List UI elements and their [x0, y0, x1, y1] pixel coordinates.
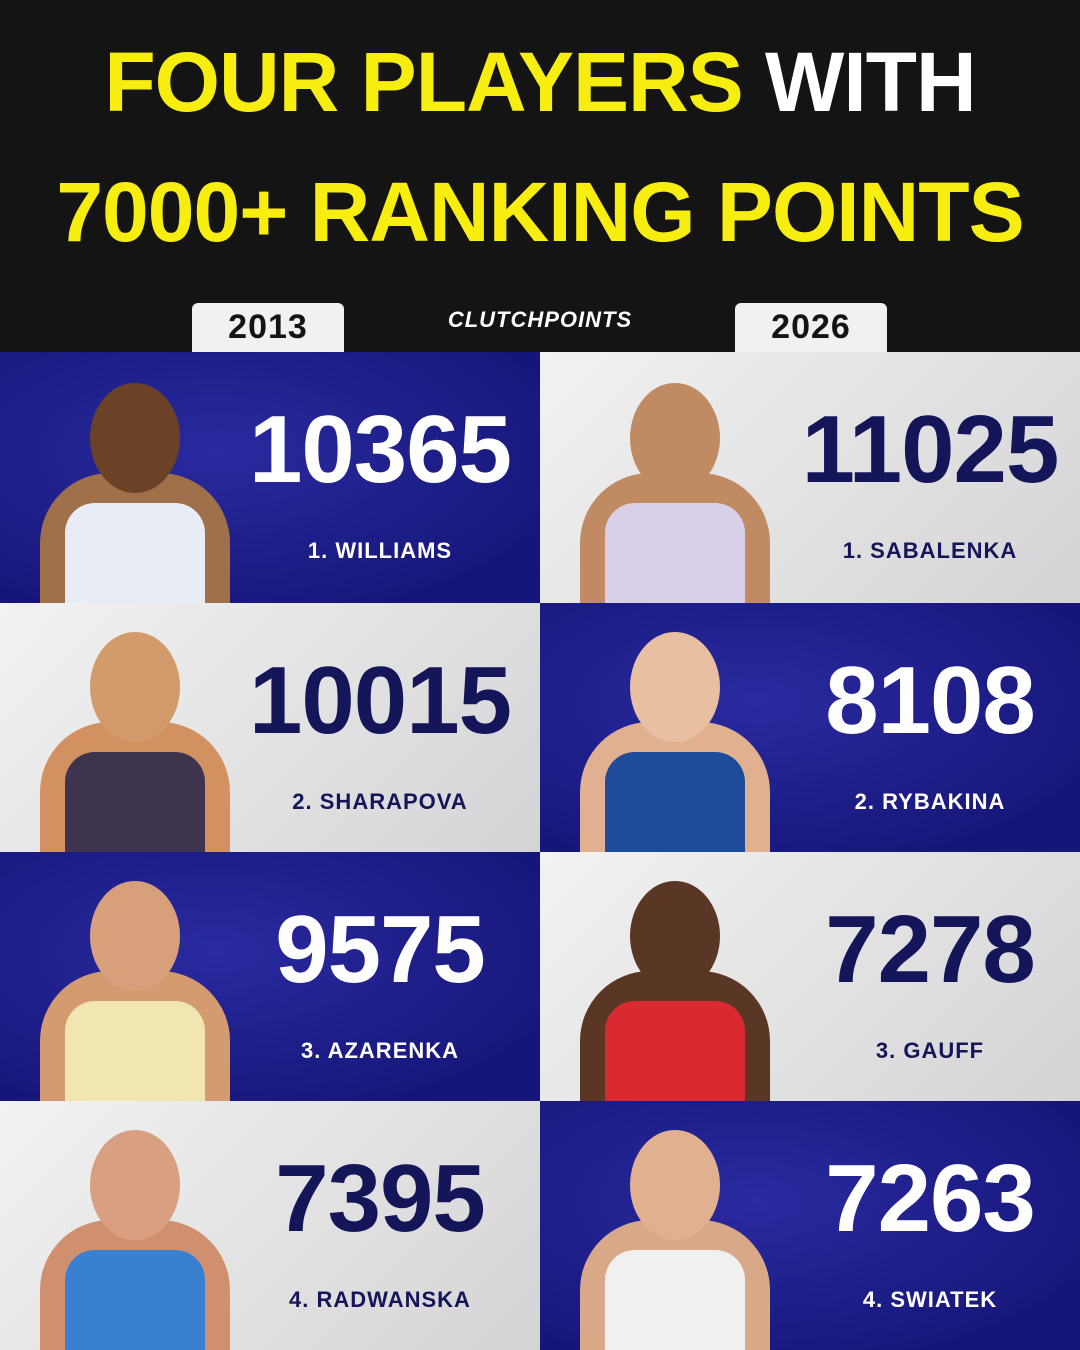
player-card: 7395 4. RADWANSKA [0, 1101, 540, 1350]
title-line-2: 7000+ RANKING POINTS [56, 165, 1024, 259]
points: 7263 [825, 1145, 1036, 1252]
player-name: 1. WILLIAMS [307, 538, 453, 563]
title-yellow: FOUR PLAYERS [104, 35, 743, 129]
player-photo [30, 861, 240, 1101]
player-card: 8108 2. RYBAKINA [540, 603, 1080, 852]
player-photo [30, 1110, 240, 1350]
player-photo [570, 861, 780, 1101]
title-line-1: FOUR PLAYERS WITH [20, 40, 1060, 124]
player-card: 9575 3. AZARENKA [0, 852, 540, 1101]
player-name: 2. RYBAKINA [854, 789, 1006, 814]
player-name: 4. RADWANSKA [289, 1287, 471, 1312]
player-name: 1. SABALENKA [842, 538, 1018, 563]
player-card: 11025 1. SABALENKA [540, 352, 1080, 603]
points: 10365 [249, 396, 512, 503]
year-tab-left: 2013 [192, 303, 344, 352]
player-name: 2. SHARAPOVA [292, 789, 468, 814]
player-grid: 10365 1. WILLIAMS 11025 1. SABALENKA 100… [0, 352, 1080, 1350]
player-name: 3. AZARENKA [300, 1038, 460, 1063]
player-card: 10365 1. WILLIAMS [0, 352, 540, 603]
clutchpoints-logo: CLUTCHPOINTS [447, 307, 633, 332]
points: 9575 [275, 896, 486, 1003]
title-white: WITH [765, 35, 977, 129]
player-card: 10015 2. SHARAPOVA [0, 603, 540, 852]
player-name: 4. SWIATEK [862, 1287, 998, 1312]
player-photo [30, 612, 240, 852]
player-card: 7278 3. GAUFF [540, 852, 1080, 1101]
player-photo [30, 363, 240, 603]
points: 10015 [249, 647, 512, 754]
points: 7278 [825, 896, 1036, 1003]
player-photo [570, 363, 780, 603]
points: 8108 [825, 647, 1036, 754]
header: FOUR PLAYERS WITH 7000+ RANKING POINTS 2… [0, 0, 1080, 352]
player-photo [570, 1110, 780, 1350]
player-photo [570, 612, 780, 852]
points: 11025 [801, 396, 1060, 503]
year-tab-right: 2026 [735, 303, 887, 352]
player-card: 7263 4. SWIATEK [540, 1101, 1080, 1350]
player-name: 3. GAUFF [875, 1038, 985, 1063]
points: 7395 [275, 1145, 486, 1252]
